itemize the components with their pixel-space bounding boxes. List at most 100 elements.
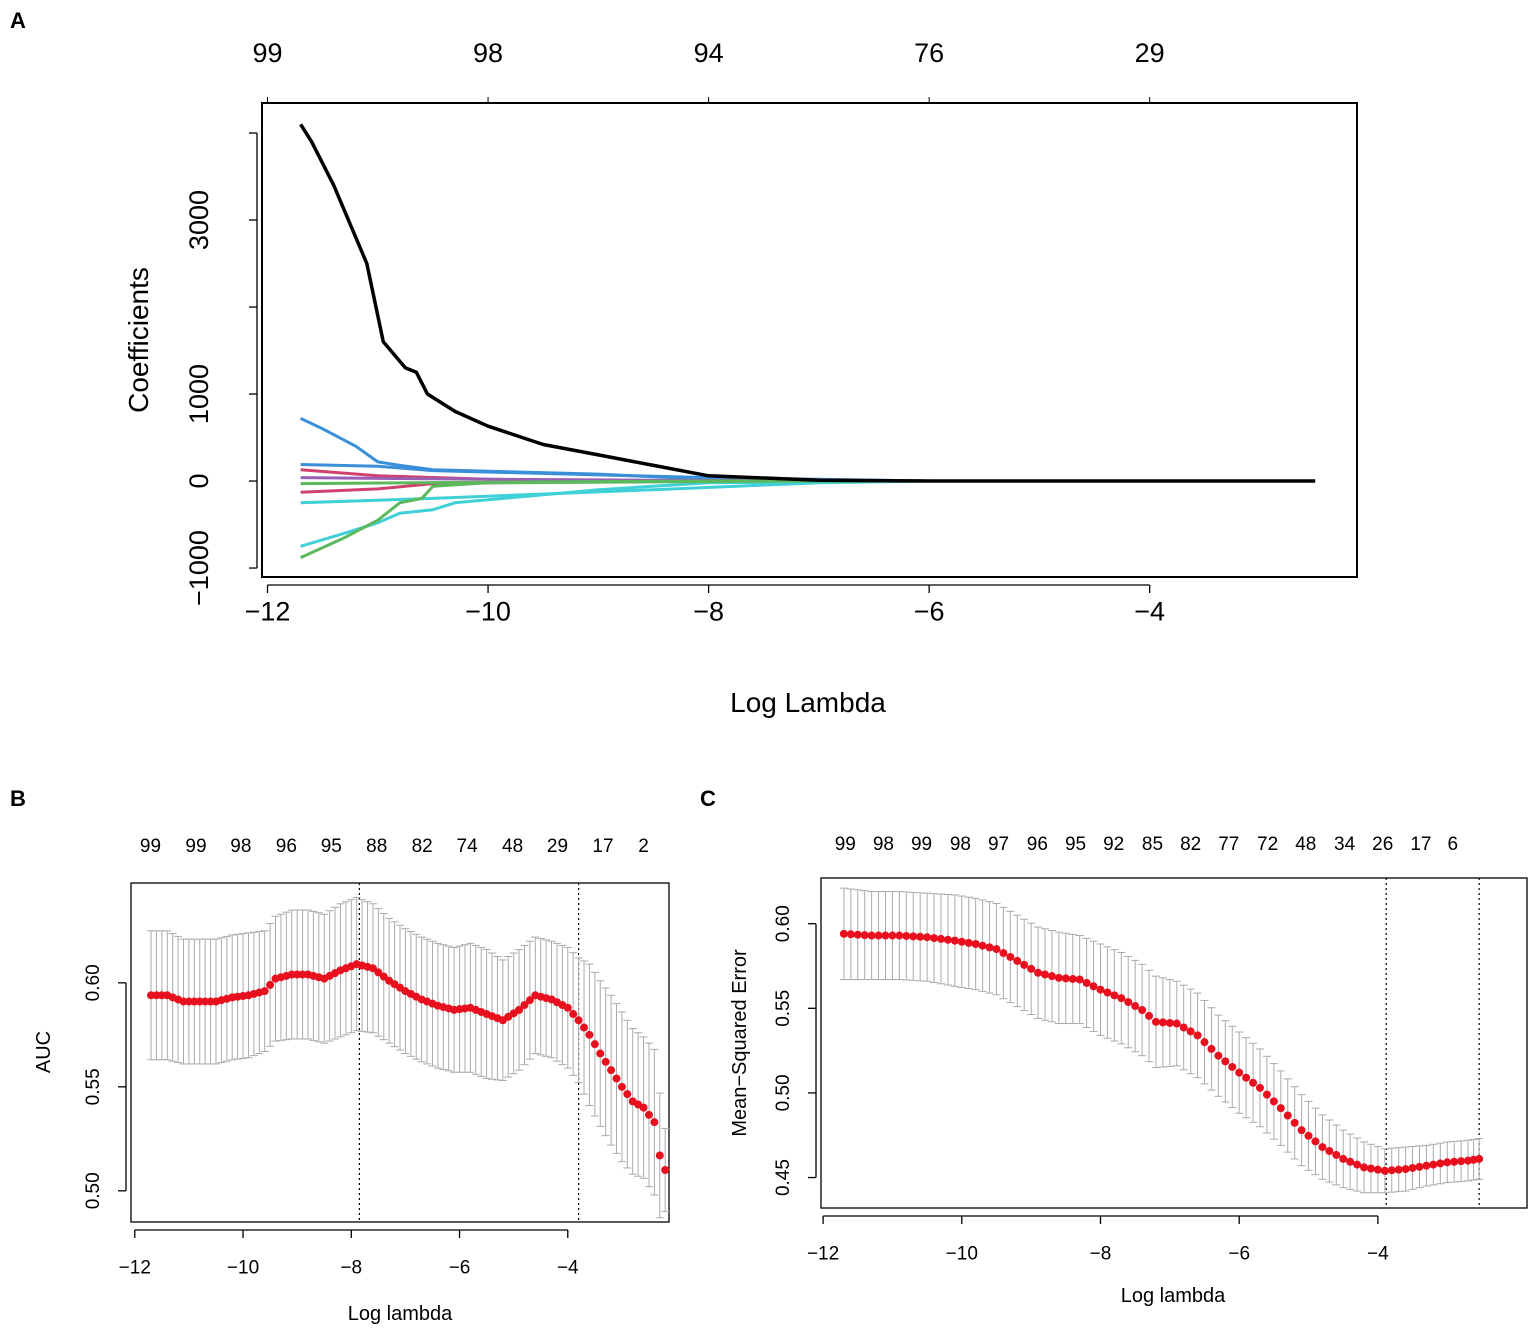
panel-c-top-tick-label: 82 xyxy=(1180,834,1201,855)
panel-a-coefficient-path xyxy=(300,479,1316,548)
panel-c-mean-point xyxy=(1186,1027,1195,1036)
panel-c-mean-point xyxy=(860,931,869,940)
panel-b-mean-point xyxy=(368,964,377,973)
panel-b-plot-box xyxy=(130,882,670,1223)
panel-c-mean-point xyxy=(909,932,918,941)
panel-c-mean-point xyxy=(895,931,904,940)
panel-c-mean-point xyxy=(1041,970,1050,979)
panel-b-y-tick-label: 0.50 xyxy=(83,1172,104,1209)
panel-c-mean-point xyxy=(1408,1163,1417,1172)
panel-c-mean-point xyxy=(902,931,911,940)
panel-c-mean-point xyxy=(1075,975,1084,984)
panel-c-top-tick-label: 34 xyxy=(1334,834,1356,855)
panel-c-mean-point xyxy=(971,940,980,948)
panel-label-a: A xyxy=(10,8,26,33)
panel-c-mean-point xyxy=(1242,1073,1251,1082)
panel-b-top-tick-label: 17 xyxy=(592,836,613,857)
panel-a-x-tick-label: −12 xyxy=(245,597,291,627)
panel-a-coefficient-path xyxy=(299,479,1316,559)
panel-c-mean-point xyxy=(888,931,897,940)
panel-b-top-tick-label: 2 xyxy=(638,836,649,857)
panel-b-top-tick-label: 74 xyxy=(457,836,479,857)
panel-c-mean-point xyxy=(1366,1164,1375,1173)
panel-c-mean-point xyxy=(1006,952,1015,961)
panel-b-mean-point xyxy=(585,1030,594,1039)
panel-c-mean-point xyxy=(978,941,987,950)
panel-c-mean-point xyxy=(867,931,876,940)
panel-c-mean-point xyxy=(1200,1038,1209,1047)
panel-label-c: C xyxy=(700,786,716,811)
panel-b-mean-point xyxy=(655,1151,664,1160)
panel-a-y-tick-label: 1000 xyxy=(184,364,214,424)
panel-b-x-axis-title: Log lambda xyxy=(348,1303,453,1325)
panel-b-mean-point xyxy=(563,1003,572,1012)
panel-c-x-tick-label: −6 xyxy=(1228,1244,1250,1265)
panel-c-mean-point xyxy=(874,931,883,940)
panel-c-mean-point xyxy=(1138,1006,1147,1014)
panel-c-y-axis-title: Mean−Squared Error xyxy=(729,949,751,1137)
panel-c-mean-point xyxy=(1269,1097,1278,1106)
panel-c-mean-point xyxy=(950,936,959,945)
panel-c-mean-point xyxy=(1172,1019,1181,1028)
panel-c-mean-point xyxy=(992,945,1001,954)
panel-c-top-tick-label: 99 xyxy=(911,834,932,855)
panel-c-mean-point xyxy=(1283,1111,1292,1120)
panel-b-mean-point xyxy=(590,1040,599,1049)
panel-b-y-tick-label: 0.55 xyxy=(83,1068,104,1105)
panel-c-mean-point xyxy=(1318,1143,1327,1152)
panel-a-y-axis-title: Coefficients xyxy=(123,267,154,413)
panel-c-mean-point xyxy=(1193,1031,1202,1040)
panel-b-top-tick-label: 98 xyxy=(230,836,251,857)
panel-c-mean-point xyxy=(1380,1166,1389,1175)
panel-c-top-tick-label: 97 xyxy=(988,834,1009,855)
panel-c-top-tick-label: 98 xyxy=(950,834,971,855)
panel-c-mean-point xyxy=(1145,1011,1154,1020)
panel-c-mean-point xyxy=(923,933,932,942)
panel-c-mean-point xyxy=(985,943,994,952)
panel-b-mean-point xyxy=(650,1118,659,1127)
panel-c-mean-point xyxy=(1346,1157,1355,1166)
panel-b-top-tick-label: 82 xyxy=(412,836,433,857)
panel-c-mean-point xyxy=(1110,991,1119,1000)
panel-c-x-tick-label: −12 xyxy=(807,1244,839,1265)
panel-c-mean-point xyxy=(1228,1062,1237,1071)
panel-c-top-tick-label: 17 xyxy=(1410,834,1431,855)
panel-c-y-tick-label: 0.50 xyxy=(773,1074,794,1111)
panel-c-mean-point xyxy=(1013,956,1022,965)
panel-c-mean-point xyxy=(1387,1166,1396,1175)
panel-a-y-tick-label: 0 xyxy=(184,474,214,489)
panel-a-plot-box xyxy=(261,102,1358,578)
panel-c-mean-point xyxy=(1096,985,1105,994)
panel-c-mean-point xyxy=(1027,964,1036,973)
panel-b-y-tick-label: 0.60 xyxy=(83,964,104,1001)
panel-a-coefficient-path xyxy=(299,123,1316,483)
panel-b-mean-point xyxy=(374,968,383,977)
panel-c-mean-point xyxy=(1475,1154,1484,1163)
panel-c-mean-point xyxy=(846,930,855,939)
panel-b-y-axis-title: AUC xyxy=(33,1031,55,1073)
panel-c-top-tick-label: 96 xyxy=(1027,834,1048,855)
panel-a-x-tick-label: −10 xyxy=(465,597,511,627)
panel-c-x-axis-title: Log lambda xyxy=(1121,1285,1226,1307)
panel-c-mean-point xyxy=(1297,1126,1306,1135)
panel-b-mean-point xyxy=(520,1001,529,1010)
panel-c-mean-point xyxy=(1117,994,1126,1003)
panel-c-mean-point xyxy=(1047,972,1056,981)
panel-b-mean-point xyxy=(644,1110,653,1119)
panel-a-x-tick-label: −4 xyxy=(1134,597,1165,627)
panel-c-mean-point xyxy=(1429,1160,1438,1169)
panel-b-x-tick-label: −4 xyxy=(557,1258,579,1279)
panel-c-mean-point xyxy=(1061,974,1070,983)
panel-c-mean-point xyxy=(1422,1161,1431,1170)
panel-c-mean-point xyxy=(1221,1057,1230,1066)
panel-a-y-tick-label: 3000 xyxy=(184,190,214,250)
panel-c-mean-point xyxy=(1207,1044,1216,1053)
panel-c-mean-point xyxy=(1151,1017,1160,1026)
panel-c-mean-point xyxy=(1332,1150,1341,1159)
panel-a-y-tick-label: −1000 xyxy=(184,530,214,606)
panel-c-top-tick-label: 77 xyxy=(1218,834,1239,855)
panel-b-mean-point xyxy=(612,1074,621,1083)
panel-c-top-tick-label: 48 xyxy=(1295,834,1316,855)
panel-c-mean-point xyxy=(1450,1157,1459,1166)
